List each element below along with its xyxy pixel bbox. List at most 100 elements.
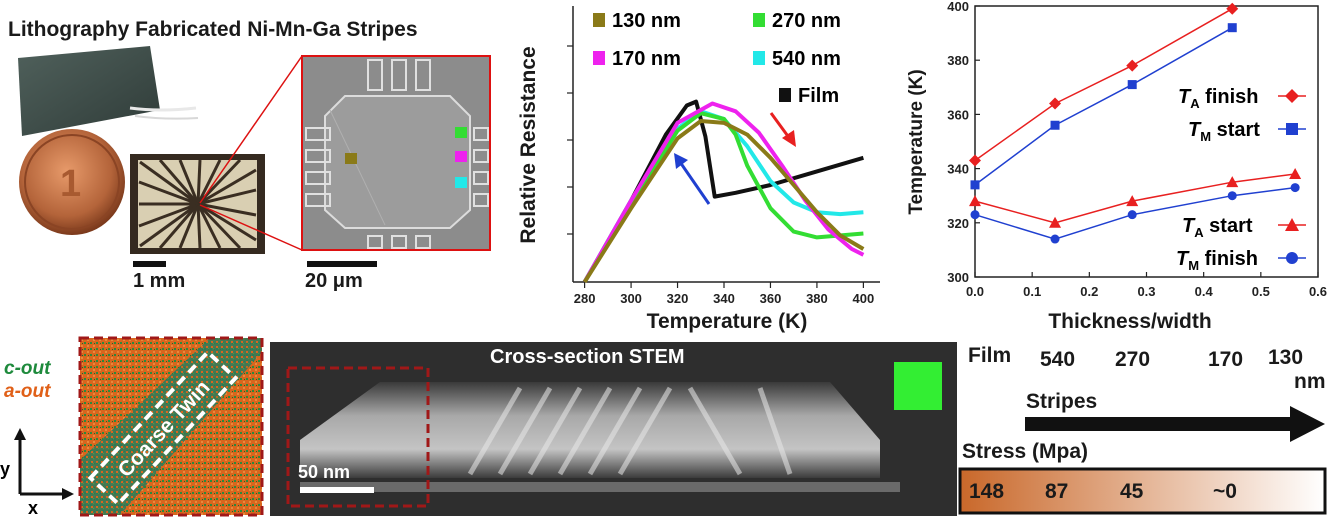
stripe-col-130: 130 xyxy=(1268,346,1304,369)
legend-ta-finish: TA finish xyxy=(1178,86,1306,111)
marker-270nm xyxy=(455,127,467,138)
marker-t-a-finish xyxy=(1226,2,1239,15)
chart1-ylabel: Relative Resistance xyxy=(517,46,540,243)
svg-text:1: 1 xyxy=(60,163,81,205)
legend-130: 130 nm xyxy=(612,10,681,32)
chart1-xtick-label: 280 xyxy=(574,291,596,306)
marker-t-a-start xyxy=(1126,195,1139,207)
stress-bar xyxy=(958,467,1327,515)
marker-t-a-start xyxy=(969,195,981,207)
stripe-col-170: 170 xyxy=(1208,348,1244,371)
stripes-arrow xyxy=(1025,406,1325,442)
marker-t-m-finish xyxy=(970,210,980,220)
chart2-xtick-label: 0.6 xyxy=(1309,284,1327,299)
chart2-ytick-label: 320 xyxy=(947,216,969,231)
chart2-ytick-label: 400 xyxy=(947,0,969,14)
legend-170: 170 nm xyxy=(612,48,681,70)
stripes-label: Stripes xyxy=(1026,390,1098,413)
wafer-photo xyxy=(18,46,199,136)
stress-0: ~0 xyxy=(1213,480,1237,503)
stripe-unit: nm xyxy=(1294,370,1326,393)
chart1-xtick-label: 340 xyxy=(713,291,735,306)
chart2-xtick-label: 0.2 xyxy=(1080,284,1098,299)
xy-axes-icon xyxy=(14,428,74,500)
legend-swatch-540 xyxy=(753,51,765,65)
series-line-170-nm xyxy=(582,101,865,283)
svg-text:TA start: TA start xyxy=(1182,215,1253,240)
sem-image xyxy=(301,55,491,251)
marker-t-a-finish xyxy=(1126,59,1139,72)
chip-scale-label: 1 mm xyxy=(133,270,186,292)
chart2-xlabel: Thickness/width xyxy=(1048,310,1211,333)
marker-t-a-start xyxy=(1226,176,1239,188)
legend-swatch-130 xyxy=(593,13,605,27)
marker-t-a-start xyxy=(1049,216,1062,228)
stripe-col-540: 540 xyxy=(1040,348,1076,371)
chart2-xtick-label: 0.5 xyxy=(1252,284,1270,299)
chart2-ytick-label: 300 xyxy=(947,270,969,285)
legend-tm-finish: TM finish xyxy=(1176,248,1306,273)
sem-scale-bar xyxy=(307,261,377,267)
axis-y-label: y xyxy=(0,459,10,479)
stress-148: 148 xyxy=(969,480,1005,503)
legend-swatch-170 xyxy=(593,51,605,65)
a-out-label: a-out xyxy=(4,381,51,402)
c-out-label: c-out xyxy=(4,358,51,379)
legend-540: 540 nm xyxy=(772,48,841,70)
figure-title: Lithography Fabricated Ni-Mn-Ga Stripes xyxy=(8,18,418,41)
stress-label: Stress (Mpa) xyxy=(962,440,1089,463)
stripe-col-film: Film xyxy=(968,344,1012,367)
stem-scale-bar xyxy=(300,487,374,493)
series-line-t-m-start xyxy=(974,27,1233,186)
heating-arrow xyxy=(769,112,796,147)
chart2-xtick-label: 0.1 xyxy=(1023,284,1041,299)
chip-scale-bar xyxy=(133,261,166,267)
chart2-ytick-label: 360 xyxy=(947,107,969,122)
marker-130nm xyxy=(345,153,357,164)
chart1-xlabel: Temperature (K) xyxy=(647,310,808,333)
marker-t-m-start xyxy=(1050,120,1060,130)
chart2-ytick-label: 340 xyxy=(947,162,969,177)
series-line-film xyxy=(582,99,864,283)
chart1-xtick-label: 360 xyxy=(760,291,782,306)
stem-color-marker xyxy=(894,362,942,410)
sem-scale-label: 20 μm xyxy=(305,270,363,292)
stem-image xyxy=(270,342,957,516)
marker-t-m-start xyxy=(1127,80,1137,90)
legend-swatch-270 xyxy=(753,13,765,27)
marker-t-a-finish xyxy=(1049,97,1062,110)
legend-270: 270 nm xyxy=(772,10,841,32)
chart2-ylabel: Temperature (K) xyxy=(906,69,927,214)
marker-170nm xyxy=(455,151,467,162)
chart1-xtick-label: 320 xyxy=(667,291,689,306)
legend-tm-start: TM start xyxy=(1188,119,1306,144)
marker-t-m-start xyxy=(1227,23,1237,33)
chip-photo xyxy=(130,55,303,254)
stem-label: Cross-section STEM xyxy=(490,346,685,368)
marker-t-m-finish xyxy=(1127,210,1137,220)
legend-ta-start: TA start xyxy=(1182,215,1306,240)
marker-t-m-start xyxy=(970,180,980,190)
stem-scale-label: 50 nm xyxy=(298,462,351,482)
stress-45: 45 xyxy=(1120,480,1144,503)
axis-x-label: x xyxy=(28,498,38,518)
marker-t-m-finish xyxy=(1050,234,1060,244)
marker-t-a-finish xyxy=(969,154,981,167)
chart1-xtick-label: 380 xyxy=(806,291,828,306)
chart2-xtick-label: 0.3 xyxy=(1137,284,1155,299)
stress-87: 87 xyxy=(1045,480,1069,503)
legend-film: Film xyxy=(798,85,839,107)
marker-t-a-start xyxy=(1289,168,1302,180)
series-line-130-nm xyxy=(582,119,865,284)
series-line-270-nm xyxy=(582,111,864,284)
chart2-xtick-label: 0.4 xyxy=(1195,284,1214,299)
orientation-map: Coarse Twin xyxy=(78,336,264,517)
svg-text:TM finish: TM finish xyxy=(1176,248,1258,273)
svg-text:TM start: TM start xyxy=(1188,119,1260,144)
svg-text:TA finish: TA finish xyxy=(1178,86,1259,111)
chart2-ytick-label: 380 xyxy=(947,53,969,68)
chart1-xtick-label: 400 xyxy=(853,291,875,306)
